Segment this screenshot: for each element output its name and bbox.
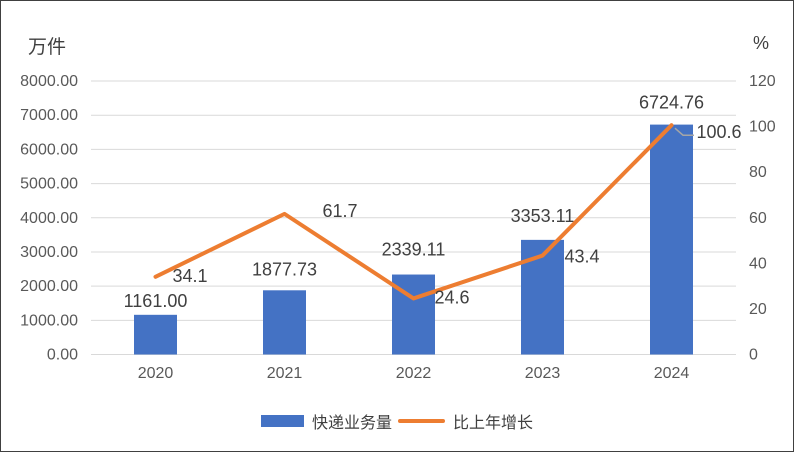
- left-axis-tick-label: 5000.00: [20, 176, 78, 193]
- bar: [650, 124, 693, 355]
- right-axis-tick-label: 120: [749, 73, 776, 90]
- line-data-label: 24.6: [435, 287, 470, 307]
- x-axis-tick-label: 2022: [396, 365, 432, 382]
- right-axis-tick-label: 80: [749, 164, 767, 181]
- x-axis-tick-label: 2020: [138, 365, 174, 382]
- left-axis-tick-label: 0.00: [47, 347, 78, 364]
- bar-series-swatch-icon: [260, 415, 304, 427]
- bar-data-label: 1161.00: [124, 291, 188, 311]
- right-axis-tick-label: 60: [749, 210, 767, 227]
- plot-area: 0.00 1000.00 2000.00 3000.00 4000.00 5000.00 6…: [20, 73, 776, 382]
- right-axis-title: %: [753, 33, 770, 53]
- legend-label-line-series: 比上年增长: [453, 415, 534, 432]
- legend-label-bar-series: 快递业务量: [311, 415, 392, 432]
- label-leader-line: [674, 127, 694, 136]
- bar: [263, 290, 306, 355]
- legend: 快递业务量 比上年增长: [1, 409, 793, 433]
- legend-item-bar-series: 快递业务量: [260, 409, 392, 433]
- bar-data-label: 3353.11: [511, 206, 575, 226]
- left-axis-tick-label: 4000.00: [20, 210, 78, 227]
- trend-line: [153, 123, 674, 301]
- left-axis-tick-label: 8000.00: [20, 73, 78, 90]
- line-data-label: 100.6: [697, 122, 742, 142]
- left-axis-tick-label: 7000.00: [20, 107, 78, 124]
- line-series-swatch-icon: [398, 419, 445, 423]
- left-axis-title: 万件: [28, 37, 67, 58]
- bar-data-label: 2339.11: [382, 240, 446, 260]
- left-axis-tick-label: 3000.00: [20, 244, 78, 261]
- bar: [134, 314, 177, 355]
- line-data-label: 34.1: [173, 266, 208, 286]
- line-data-label: 61.7: [323, 201, 358, 221]
- bar-data-label: 1877.73: [252, 259, 317, 279]
- right-axis-tick-label: 100: [749, 119, 776, 136]
- x-axis-tick-label: 2024: [654, 365, 690, 382]
- legend-item-line-series: 比上年增长: [398, 409, 533, 433]
- line-data-label: 43.4: [565, 247, 600, 267]
- left-axis-tick-label: 6000.00: [20, 141, 78, 158]
- bar-data-label: 6724.76: [639, 93, 704, 113]
- right-axis-tick-label: 0: [749, 347, 758, 364]
- right-axis-tick-label: 20: [749, 301, 767, 318]
- x-axis-tick-label: 2021: [267, 365, 303, 382]
- left-axis-tick-label: 2000.00: [20, 278, 78, 295]
- x-axis-tick-label: 2023: [525, 365, 561, 382]
- left-axis-tick-label: 1000.00: [20, 312, 78, 329]
- right-axis-tick-label: 40: [749, 255, 767, 272]
